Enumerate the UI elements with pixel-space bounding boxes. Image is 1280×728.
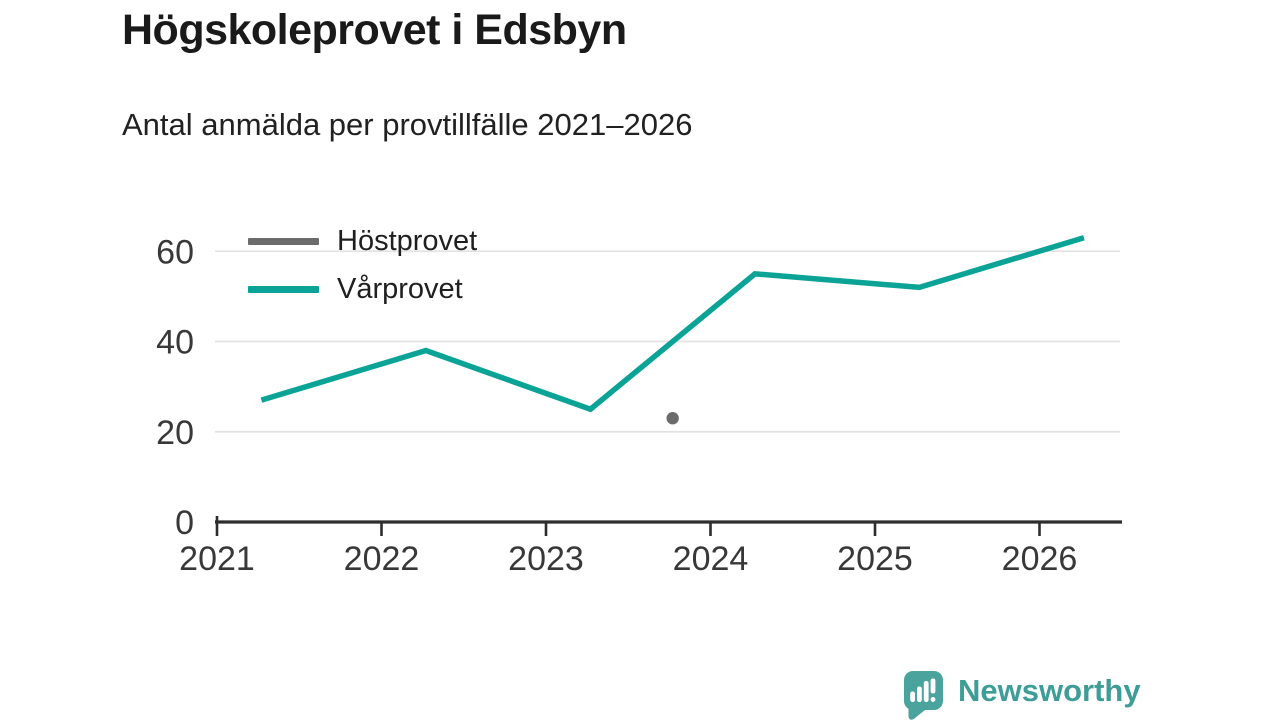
x-tick-label: 2021 <box>179 540 255 578</box>
legend-item-varprovet: Vårprovet <box>248 272 477 306</box>
legend-swatch-hostprovet <box>248 237 319 245</box>
logo-bar-chart-exclamation-icon <box>910 678 936 702</box>
y-axis-tick-labels: 0 20 40 60 <box>156 233 194 542</box>
legend-label-varprovet: Vårprovet <box>337 273 463 305</box>
legend-label-hostprovet: Höstprovet <box>337 225 478 257</box>
x-tick-label: 2024 <box>673 540 749 578</box>
x-tick-label: 2022 <box>344 540 420 578</box>
series-group <box>260 235 1085 425</box>
x-tick-label: 2023 <box>508 540 584 578</box>
newsworthy-wordmark: Newsworthy <box>958 673 1141 708</box>
y-tick-label: 60 <box>156 233 194 271</box>
y-tick-label: 20 <box>156 414 194 452</box>
y-tick-label: 0 <box>175 504 194 542</box>
page-title: Högskoleprovet i Edsbyn <box>122 6 627 54</box>
x-tick-label: 2025 <box>837 540 913 578</box>
chart-legend: Höstprovet Vårprovet <box>248 224 477 306</box>
logo-rounded-square <box>904 671 943 710</box>
series-line-vårprovet <box>260 235 1085 413</box>
x-axis <box>215 516 1122 536</box>
line-chart: 0 20 40 60 2021 2022 2023 2024 2025 2026 <box>156 233 1122 578</box>
y-tick-label: 40 <box>156 324 194 362</box>
gridlines <box>215 250 1120 433</box>
newsworthy-logo-icon <box>904 671 943 720</box>
x-axis-tick-labels: 2021 2022 2023 2024 2025 2026 <box>179 540 1077 578</box>
series-point-höstprovet <box>666 412 679 425</box>
legend-item-hostprovet: Höstprovet <box>248 224 477 258</box>
page-subtitle: Antal anmälda per provtillfälle 2021–202… <box>122 107 693 142</box>
x-tick-label: 2026 <box>1002 540 1078 578</box>
legend-swatch-varprovet <box>248 285 319 293</box>
